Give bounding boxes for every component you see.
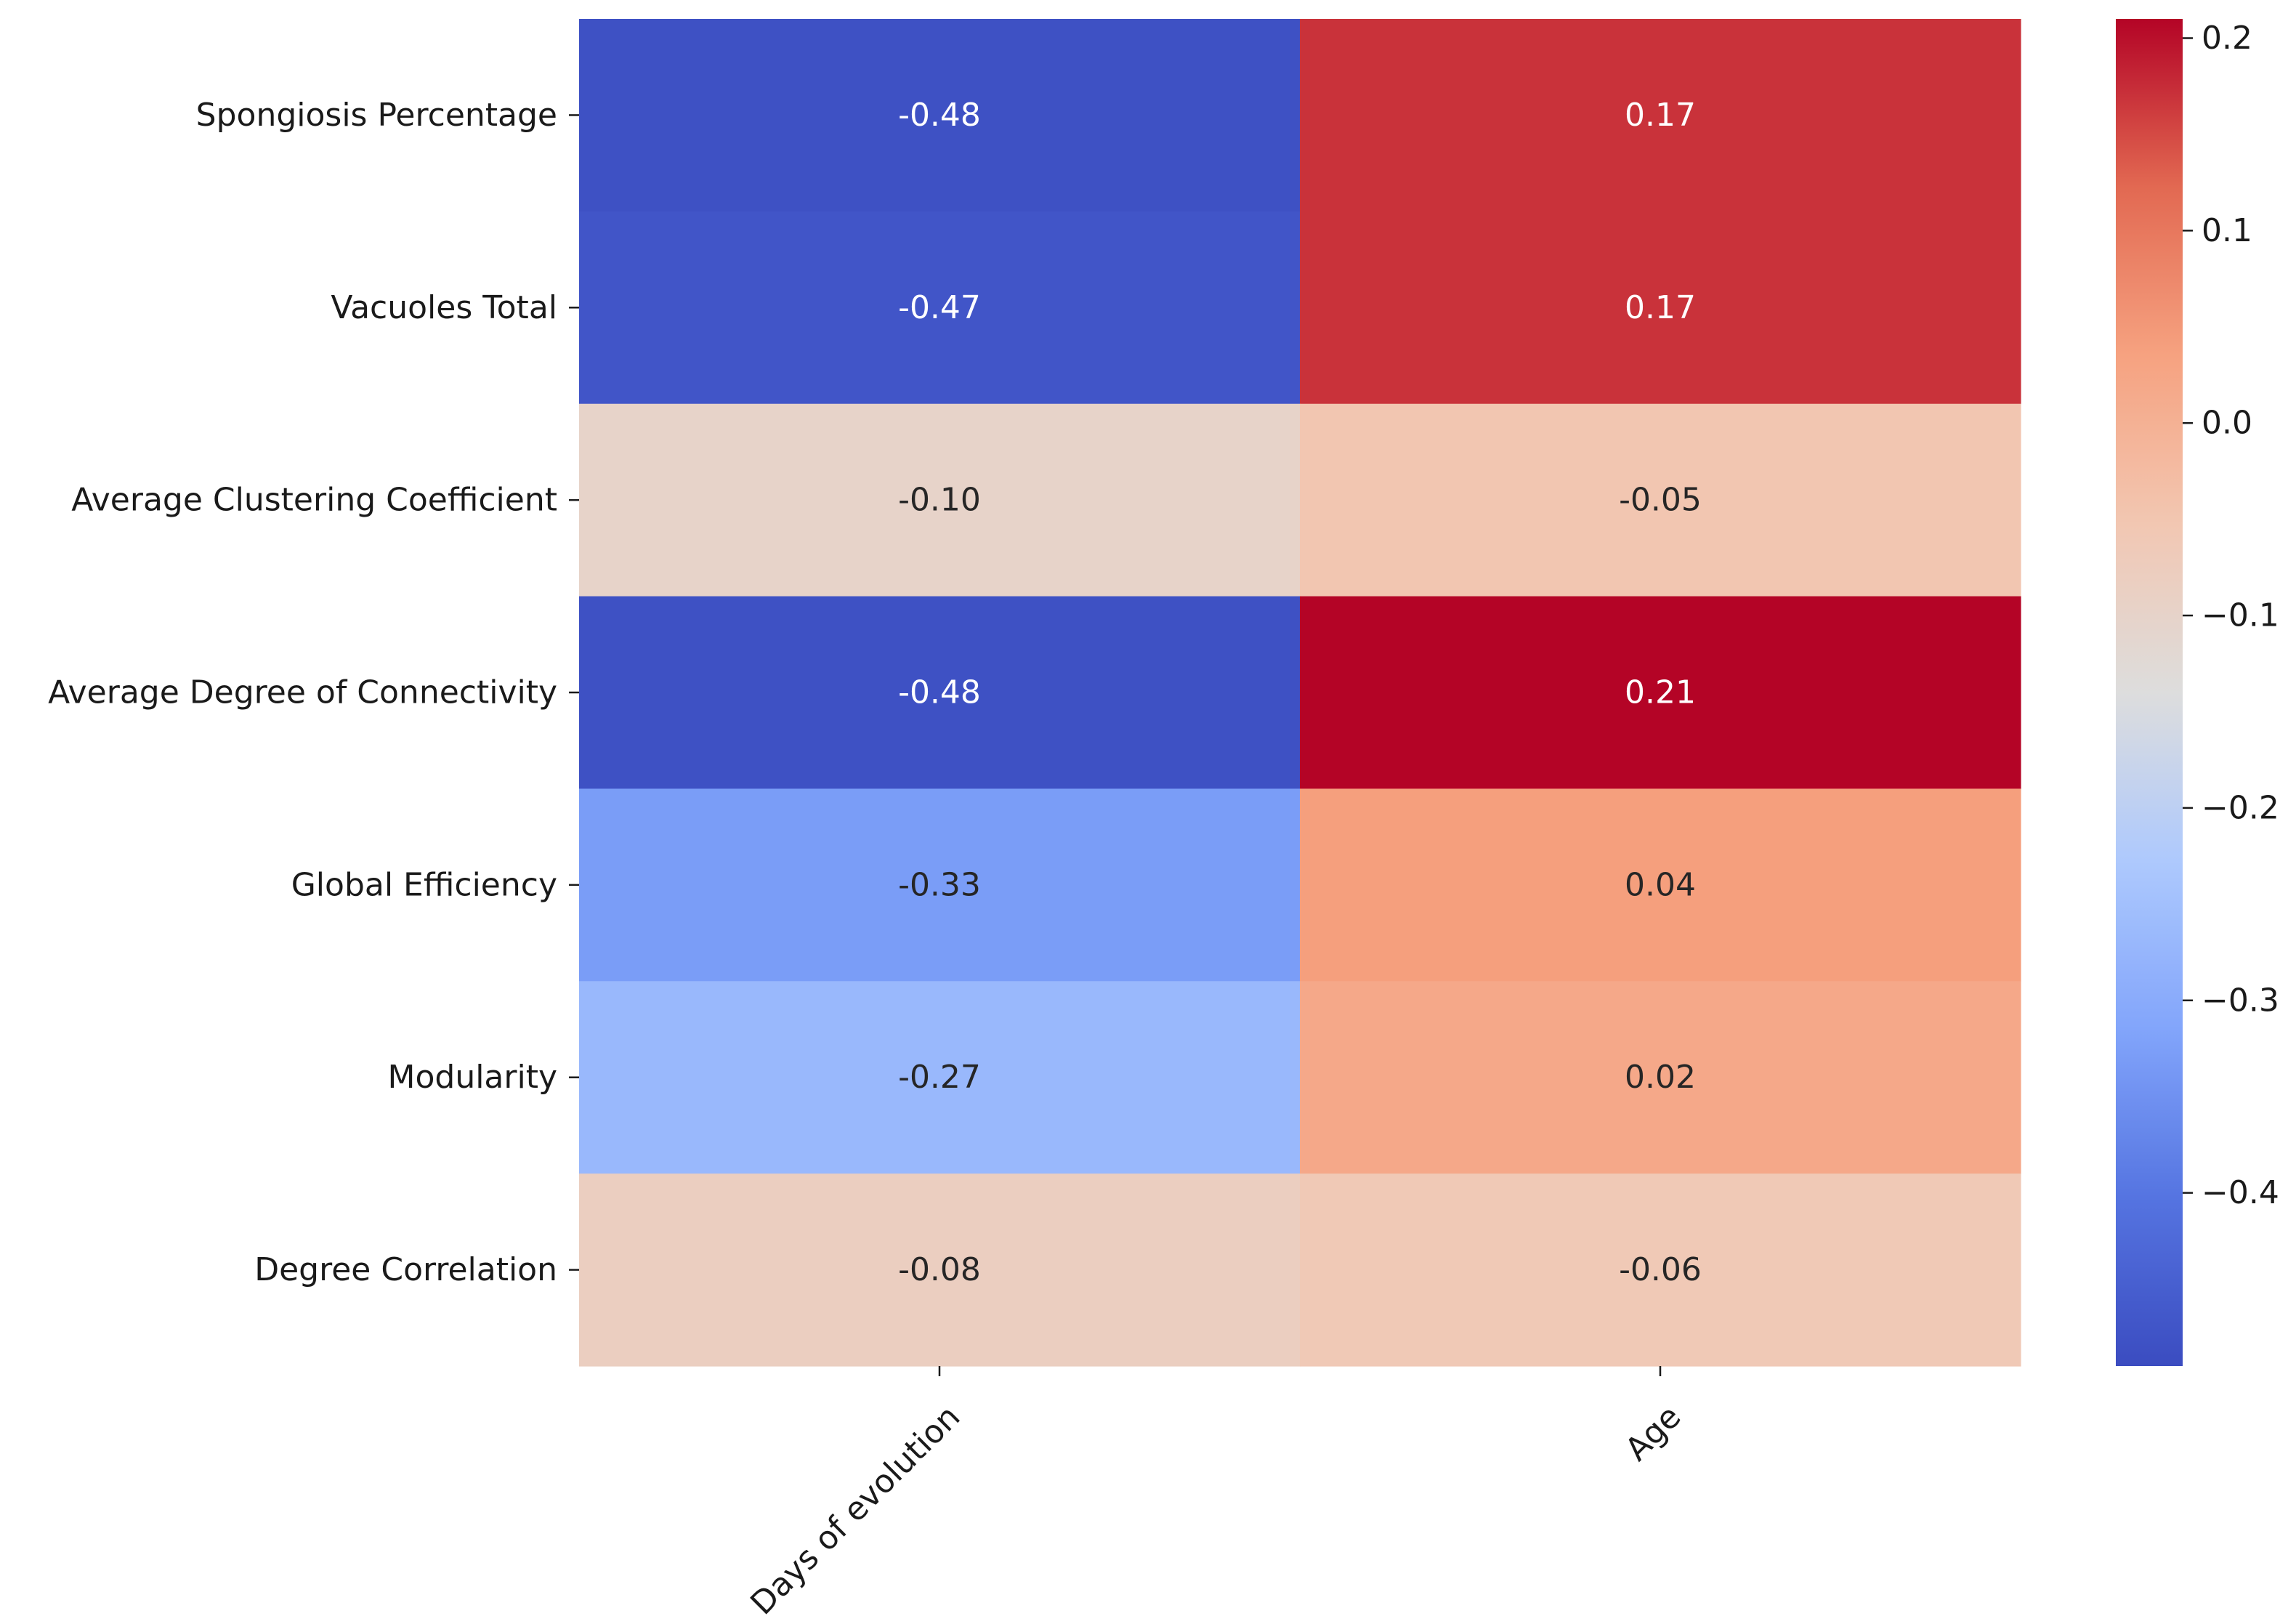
heatmap-cell [579, 211, 1301, 405]
y-tick-label: Modularity [388, 1059, 558, 1096]
y-tick-label: Vacuoles Total [331, 289, 557, 326]
cell-value-label: -0.08 [898, 1251, 981, 1288]
colorbar-tick-label: 0.2 [2202, 20, 2252, 57]
cell-value-label: -0.47 [898, 289, 981, 326]
colorbar-tick-label: −0.2 [2202, 789, 2279, 826]
y-tick-label: Average Clustering Coefficient [71, 482, 557, 519]
heatmap-cell [579, 596, 1301, 790]
cell-value-label: 0.17 [1625, 97, 1696, 134]
cell-value-label: -0.06 [1619, 1251, 1702, 1288]
x-tick-label: Age [1618, 1398, 1688, 1468]
heatmap-cell [579, 788, 1301, 982]
y-tick-label: Global Efficiency [291, 866, 557, 903]
colorbar-tick-label: 0.1 [2202, 212, 2252, 249]
heatmap-cell [1300, 1173, 2021, 1367]
cell-value-label: 0.21 [1625, 674, 1696, 711]
cell-value-label: 0.04 [1625, 866, 1696, 903]
colorbar: 0.2 0.1 0.0 −0.1 −0.2 −0.3 −0.4 [2116, 19, 2279, 1366]
colorbar-gradient [2116, 19, 2183, 1366]
heatmap-cell [579, 403, 1301, 597]
y-tick-label: Degree Correlation [254, 1251, 557, 1288]
colorbar-tick-label: −0.1 [2202, 597, 2279, 634]
cell-value-label: -0.48 [898, 674, 981, 711]
colorbar-tick-label: 0.0 [2202, 405, 2252, 442]
heatmap-cell [579, 19, 1301, 212]
heatmap-cell [579, 981, 1301, 1174]
heatmap-cell [1300, 19, 2021, 212]
y-tick-label: Spongiosis Percentage [196, 97, 557, 134]
x-axis-tick-labels: Days of evolution Age [743, 1366, 1688, 1622]
heatmap-cell [1300, 981, 2021, 1174]
cell-value-label: -0.05 [1619, 482, 1702, 519]
y-axis-tick-labels: Spongiosis Percentage Vacuoles Total Avera… [48, 97, 579, 1288]
colorbar-tick-label: −0.3 [2202, 982, 2279, 1019]
cell-value-label: 0.02 [1625, 1059, 1696, 1096]
heatmap-cell [1300, 403, 2021, 597]
heatmap-cell [1300, 211, 2021, 405]
cell-value-label: -0.10 [898, 482, 981, 519]
y-tick-label: Average Degree of Connectivity [48, 674, 557, 711]
cell-value-label: -0.48 [898, 97, 981, 134]
colorbar-tick-label: −0.4 [2202, 1174, 2279, 1211]
heatmap-cell [579, 1173, 1301, 1367]
x-tick-label: Days of evolution [743, 1398, 967, 1622]
cell-value-label: -0.27 [898, 1059, 981, 1096]
cell-value-label: -0.33 [898, 866, 981, 903]
heatmap-cells: -0.48 0.17 -0.47 0.17 -0.10 -0.05 -0.48 0.21 -0.… [579, 19, 2021, 1367]
heatmap-cell [1300, 788, 2021, 982]
heatmap-cell [1300, 596, 2021, 790]
cell-value-label: 0.17 [1625, 289, 1696, 326]
